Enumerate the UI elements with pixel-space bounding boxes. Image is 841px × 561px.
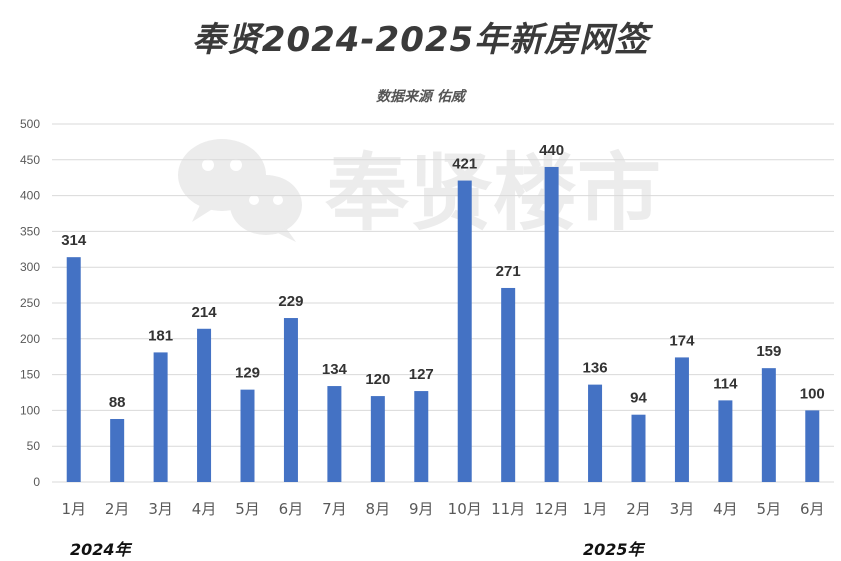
x-axis-ticks: 1月 2月 3月 4月 5月 6月 7月 8月 9月 10月 11月 12月 1月 2月 3月 4月 5月 6月	[61, 500, 824, 518]
x-tick-label: 11月	[491, 500, 525, 518]
bar	[718, 400, 733, 482]
year-label-2025: 2025年	[583, 540, 644, 559]
data-label: 159	[756, 343, 781, 360]
bar	[588, 384, 603, 482]
bar	[66, 257, 81, 482]
x-tick-label: 9月	[409, 500, 434, 518]
data-label: 129	[235, 365, 260, 382]
data-labels: 314 88 181 214 129 229 134 120 127 421 271 440 136 94…	[61, 142, 825, 411]
data-label: 421	[452, 156, 477, 173]
x-tick-label: 6月	[800, 500, 825, 518]
bar	[240, 389, 255, 482]
x-tick-label: 3月	[148, 500, 173, 518]
bar	[805, 410, 820, 482]
grid-lines	[52, 123, 834, 483]
bar	[197, 328, 212, 482]
data-label: 100	[800, 385, 825, 402]
x-tick-label: 2月	[626, 500, 651, 518]
data-label: 134	[322, 361, 348, 378]
y-tick-label: 250	[20, 296, 40, 310]
x-tick-label: 7月	[322, 500, 347, 518]
x-tick-label: 4月	[192, 500, 217, 518]
y-tick-label: 200	[20, 332, 40, 346]
y-tick-label: 350	[20, 224, 40, 238]
data-label: 214	[192, 304, 218, 321]
bar-series	[66, 166, 820, 482]
y-tick-label: 500	[20, 117, 40, 131]
data-label: 440	[539, 142, 564, 159]
data-label: 136	[583, 360, 608, 377]
bar	[631, 414, 646, 482]
data-label: 229	[278, 293, 303, 310]
watermark-text: 奉贤楼市	[325, 144, 661, 242]
bar	[414, 391, 429, 482]
x-tick-label: 5月	[757, 500, 782, 518]
y-axis-ticks: 0 50 100 150 200 250 300 350 400 450 500	[20, 117, 40, 489]
bar	[370, 396, 385, 482]
y-tick-label: 0	[33, 475, 40, 489]
data-label: 127	[409, 366, 434, 383]
bar	[501, 287, 516, 482]
bar	[110, 418, 125, 482]
data-label: 181	[148, 327, 173, 344]
data-label: 174	[669, 332, 695, 349]
data-label: 271	[496, 263, 521, 280]
bar	[674, 357, 689, 482]
data-label: 88	[109, 394, 126, 411]
y-tick-label: 50	[27, 439, 41, 453]
bar	[544, 166, 559, 482]
x-tick-label: 4月	[713, 500, 738, 518]
bar	[327, 386, 342, 482]
data-label: 120	[365, 371, 390, 388]
bar	[457, 180, 472, 482]
x-tick-label: 10月	[448, 500, 482, 518]
x-tick-label: 2月	[105, 500, 130, 518]
y-tick-label: 400	[20, 189, 40, 203]
wechat-icon	[178, 139, 302, 242]
y-tick-label: 100	[20, 403, 40, 417]
x-tick-label: 8月	[366, 500, 391, 518]
x-tick-label: 1月	[61, 500, 86, 518]
watermark: 奉贤楼市	[178, 139, 661, 242]
x-tick-label: 3月	[670, 500, 695, 518]
data-label: 94	[630, 390, 647, 407]
y-tick-label: 150	[20, 368, 40, 382]
data-label: 314	[61, 232, 87, 249]
x-tick-label: 1月	[583, 500, 608, 518]
bar	[761, 368, 776, 482]
data-label: 114	[713, 375, 738, 392]
x-tick-label: 12月	[535, 500, 569, 518]
chart-title: 奉贤2024-2025年新房网签	[191, 20, 650, 60]
x-tick-label: 6月	[279, 500, 304, 518]
y-tick-label: 300	[20, 260, 40, 274]
x-tick-label: 5月	[235, 500, 260, 518]
bar	[153, 352, 168, 482]
bar	[283, 318, 298, 482]
year-label-2024: 2024年	[70, 540, 131, 559]
y-tick-label: 450	[20, 153, 40, 167]
chart-subtitle: 数据来源 佑威	[376, 89, 465, 105]
